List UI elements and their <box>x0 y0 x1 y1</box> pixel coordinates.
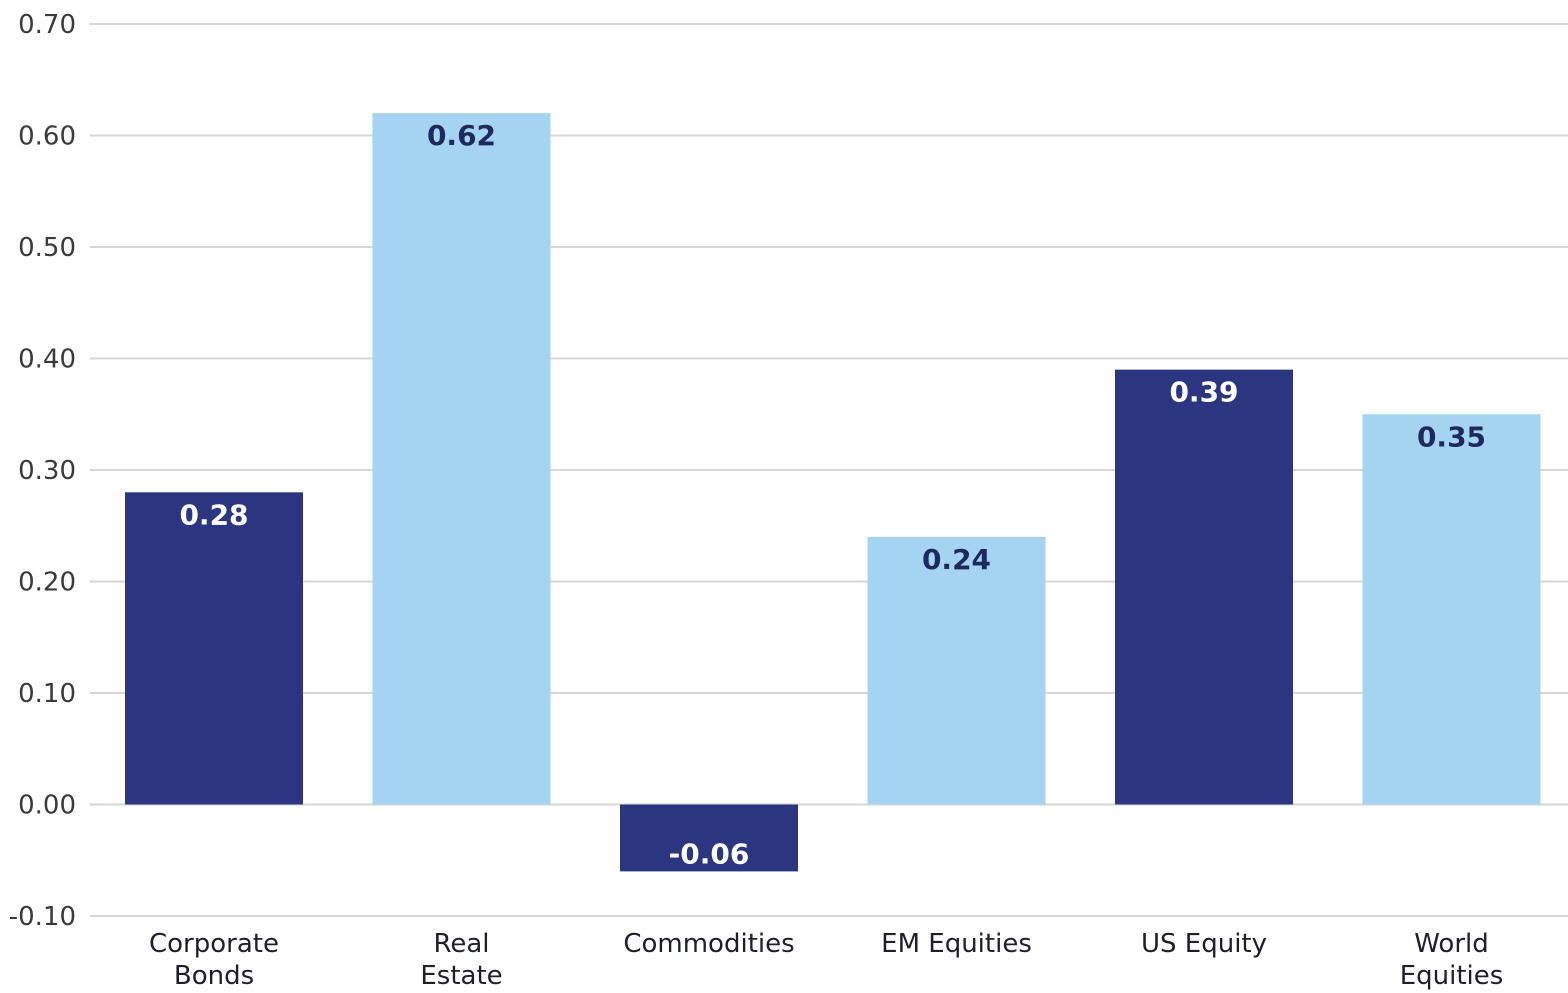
bars <box>125 113 1541 872</box>
y-tick-label: 0.10 <box>18 679 76 709</box>
y-tick-label: 0.50 <box>18 233 76 263</box>
bar <box>125 492 303 805</box>
x-axis-categories: Corporate Bonds Real Estate Commodities EM Eq… <box>149 929 1503 991</box>
y-axis-ticks: -0.10 0.00 0.10 0.20 0.30 0.40 0.50 0.60 0.70 <box>9 10 76 932</box>
category-label: US Equity <box>1141 929 1267 959</box>
category-label-line: Corporate <box>149 929 279 959</box>
category-label: Real Estate <box>420 929 502 991</box>
category-label-line: Equities <box>1400 961 1504 991</box>
category-label-line: Real <box>433 929 489 959</box>
y-tick-label: 0.40 <box>18 345 76 375</box>
data-label: 0.24 <box>922 543 991 576</box>
data-labels: 0.28 0.62 -0.06 0.24 0.39 0.35 <box>179 119 1486 870</box>
y-tick-label: 0.20 <box>18 568 76 598</box>
category-label-line: EM Equities <box>881 929 1032 959</box>
data-label: 0.62 <box>427 119 496 152</box>
y-tick-label: 0.00 <box>18 791 76 821</box>
bar <box>1362 414 1541 805</box>
category-label: EM Equities <box>881 929 1032 959</box>
data-label: 0.35 <box>1417 420 1486 453</box>
category-label: World Equities <box>1400 929 1504 991</box>
category-label: Commodities <box>623 929 794 959</box>
bar <box>620 804 798 872</box>
y-tick-label: 0.60 <box>18 122 76 152</box>
data-label: -0.06 <box>669 837 750 870</box>
y-tick-label: 0.70 <box>18 10 76 40</box>
data-label: 0.39 <box>1169 376 1238 409</box>
category-label-line: World <box>1414 929 1489 959</box>
y-tick-label: 0.30 <box>18 456 76 486</box>
data-label: 0.28 <box>179 498 248 531</box>
category-label-line: Commodities <box>623 929 794 959</box>
category-label-line: Bonds <box>174 961 254 991</box>
bar <box>867 536 1046 805</box>
y-tick-label: -0.10 <box>9 902 76 932</box>
bar <box>372 113 551 805</box>
category-label-line: Estate <box>420 961 502 991</box>
grid-layer <box>90 23 1568 917</box>
category-label: Corporate Bonds <box>149 929 279 991</box>
category-label-line: US Equity <box>1141 929 1267 959</box>
bar <box>1115 369 1293 805</box>
